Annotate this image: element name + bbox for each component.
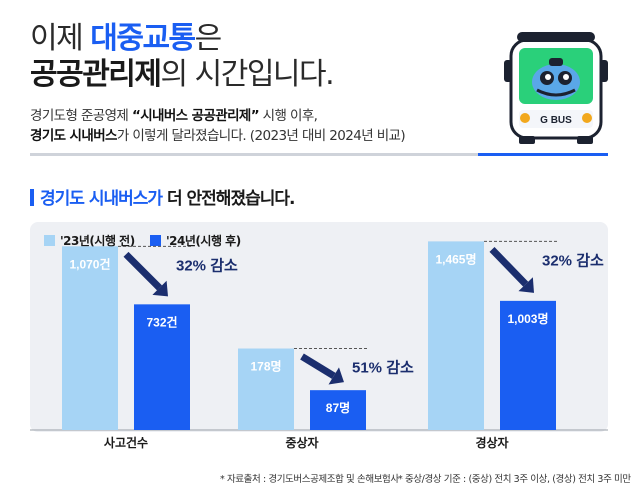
bar-2024-1 xyxy=(134,304,190,430)
category-label-1: 사고건수 xyxy=(104,435,148,450)
divider-blue xyxy=(478,153,608,156)
bar-2024-3 xyxy=(500,300,556,430)
decrease-arrow-head-3 xyxy=(518,277,534,293)
data-label-2023-2: 178명 xyxy=(250,360,281,374)
data-label-2024-3: 1,003명 xyxy=(507,312,548,326)
legend-item-2023: '23년(시행 전) xyxy=(44,232,135,249)
decrease-arrow-head-2 xyxy=(328,367,344,385)
bar-2023-3 xyxy=(428,241,484,430)
decrease-arrow-head-1 xyxy=(152,280,168,297)
bus-brand-label: G BUS xyxy=(540,115,572,126)
decrease-arrow-shaft-1 xyxy=(123,251,162,291)
legend-item-2024: '24년(시행 후) xyxy=(150,232,241,249)
bar-2023-2 xyxy=(238,348,294,430)
data-label-2024-2: 87명 xyxy=(326,401,350,415)
headline-line-2: 공공관리제의 시간입니다. xyxy=(30,57,335,92)
data-label-2023-1: 1,070건 xyxy=(69,256,110,271)
section-title: 경기도 시내버스가 더 안전해졌습니다. xyxy=(30,184,295,209)
legend-swatch-2023 xyxy=(44,235,55,246)
bar-2024-2 xyxy=(310,390,366,430)
data-label-2023-3: 1,465명 xyxy=(435,252,476,266)
section-marker xyxy=(30,189,34,206)
category-label-2: 중상자 xyxy=(285,435,318,450)
legend-swatch-2024 xyxy=(150,235,161,246)
decrease-annotation-3: 32% 감소 xyxy=(542,251,604,269)
decrease-annotation-1: 32% 감소 xyxy=(176,256,238,274)
decrease-arrow-shaft-3 xyxy=(489,246,529,287)
decrease-annotation-2: 51% 감소 xyxy=(352,359,414,377)
bus-illustration-icon: G BUS xyxy=(504,32,608,144)
data-label-2024-1: 732건 xyxy=(146,314,177,329)
footnote-criteria: * 중상/경상 기준 : (중상) 전치 3주 이상, (경상) 전치 3주 미… xyxy=(398,474,631,485)
bar-2023-1 xyxy=(62,246,118,430)
divider-gray xyxy=(30,153,608,156)
subtitle-line-1: 경기도형 준공영제 “시내버스 공공관리제” 시행 이후, xyxy=(30,108,318,124)
headline-line-1: 이제 대중교통은 xyxy=(30,21,222,56)
decrease-arrow-shaft-2 xyxy=(300,353,336,379)
subtitle-line-2: 경기도 시내버스가 이렇게 달라졌습니다. (2023년 대비 2024년 비교… xyxy=(30,128,406,144)
footnote-source: * 자료출처 : 경기도버스공제조합 및 손해보험사 xyxy=(220,474,399,485)
category-label-3: 경상자 xyxy=(475,435,508,450)
